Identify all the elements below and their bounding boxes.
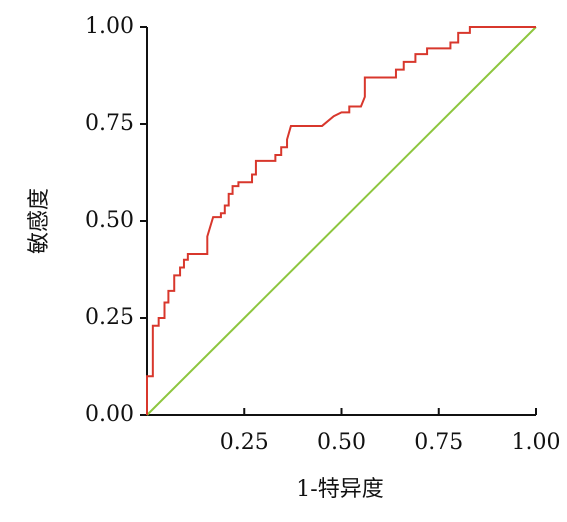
x-axis-title: 1-特异度 — [296, 477, 383, 502]
x-tick-label: 0.50 — [317, 430, 366, 455]
y-tick-label: 1.00 — [85, 14, 134, 39]
curve — [146, 26, 536, 415]
x-tick-label: 0.25 — [220, 430, 269, 455]
y-tick-label: 0.50 — [85, 208, 134, 233]
y-axis-title: 敏感度 — [27, 188, 52, 254]
y-tick-label: 0.00 — [85, 402, 134, 427]
curve — [146, 26, 537, 416]
x-tick-label: 0.75 — [414, 430, 463, 455]
y-tick-label: 0.25 — [85, 305, 134, 330]
y-tick-label: 0.75 — [85, 111, 134, 136]
x-tick-label: 1.00 — [512, 430, 561, 455]
